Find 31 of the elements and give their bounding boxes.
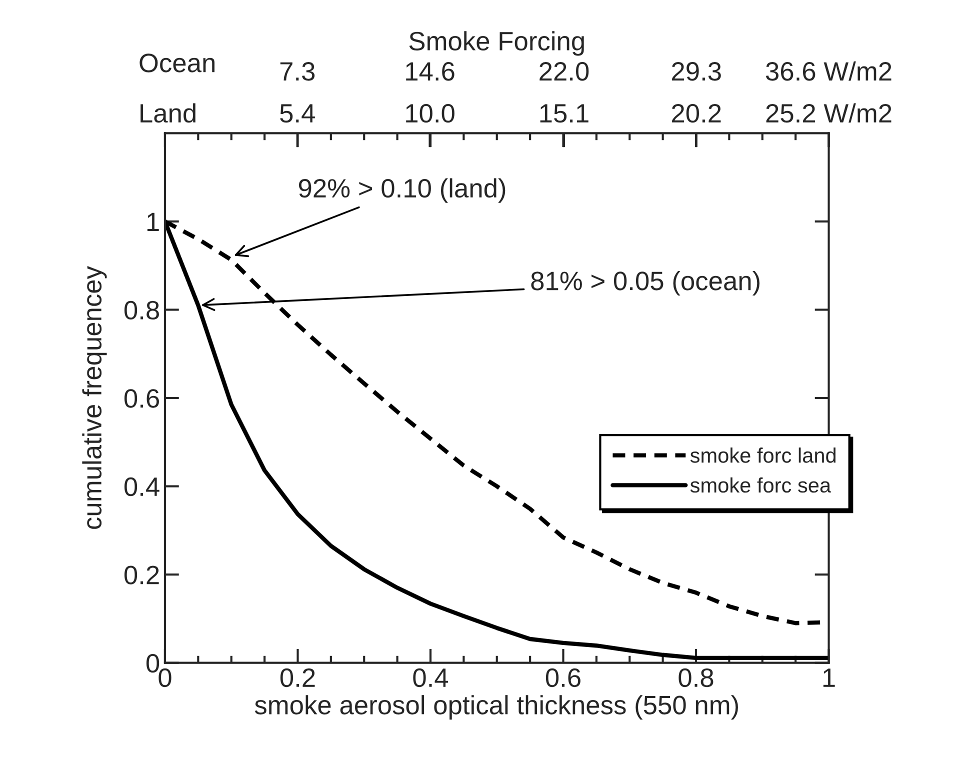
x-tick-label: 0.2 bbox=[280, 668, 315, 688]
legend-label: smoke forc land bbox=[690, 448, 836, 463]
y-tick-label: 0 bbox=[146, 654, 160, 673]
x2-tick-label: 14.6 bbox=[406, 62, 454, 81]
x-tick-label: 0.8 bbox=[678, 668, 714, 688]
text: Ocean bbox=[140, 54, 214, 72]
x-tick-label: 0 bbox=[158, 668, 172, 688]
text: 25.2 W/m2 bbox=[766, 103, 892, 123]
x-tick-label: 1 bbox=[823, 668, 835, 687]
x-tick-label: 0.4 bbox=[413, 668, 448, 688]
x-axis-title: smoke aerosol optical thickness (550 nm) bbox=[254, 695, 738, 720]
x2-tick-label: 7.3 bbox=[280, 62, 315, 81]
y-tick-label: 1 bbox=[147, 212, 159, 232]
y-tick-label: 0.4 bbox=[124, 477, 160, 496]
y-tick-label: 0.8 bbox=[124, 300, 159, 320]
annotation: 81% > 0.05 (ocean) bbox=[531, 270, 760, 296]
text: 15.1 bbox=[540, 104, 588, 123]
text: 20.2 bbox=[672, 104, 721, 123]
x2-tick-label: 29.3 bbox=[672, 62, 721, 81]
x2-tick-label: 22.0 bbox=[540, 62, 589, 81]
y-axis-title: cumulative frequencey bbox=[82, 266, 107, 529]
y-tick-label: 0.2 bbox=[124, 566, 159, 584]
text: Land bbox=[140, 103, 196, 123]
x2-tick-label: 36.6 W/m2 bbox=[766, 61, 892, 81]
text: 5.4 bbox=[280, 104, 315, 123]
x2-axis-title: Smoke Forcing bbox=[409, 31, 584, 56]
legend-label: smoke forc sea bbox=[690, 477, 832, 493]
x-tick-label: 0.6 bbox=[546, 668, 580, 688]
text: 10.0 bbox=[406, 104, 454, 123]
y-tick-label: 0.6 bbox=[124, 389, 159, 408]
annotation: 92% > 0.10 (land) bbox=[298, 178, 506, 203]
